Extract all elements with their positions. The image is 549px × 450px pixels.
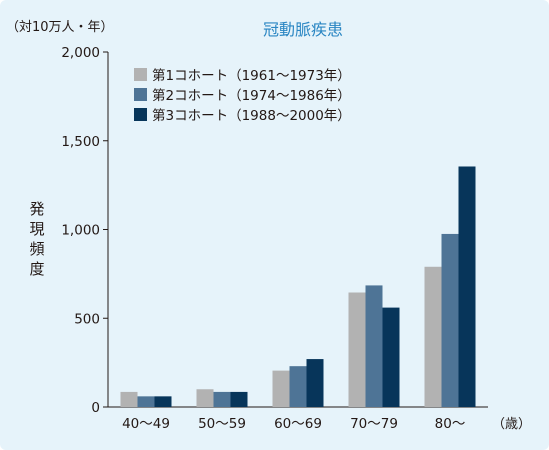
y-tick-label: 2,000 <box>61 45 100 61</box>
x-axis: 40〜49 50〜59 60〜69 70〜79 80〜 <box>108 406 488 432</box>
y-tick-label: 1,000 <box>61 223 100 239</box>
legend-swatch-2 <box>134 88 147 101</box>
x-tick-label: 60〜69 <box>274 416 322 432</box>
bar-2-1 <box>137 396 155 407</box>
bar-1-1 <box>120 391 138 407</box>
bar-3-2 <box>230 391 248 407</box>
legend-label-3: 第3コホート（1988〜2000年） <box>152 107 351 124</box>
x-axis-unit: （歳） <box>492 417 531 432</box>
bar-1-5 <box>424 266 442 407</box>
y-axis-label-char: 発 <box>29 200 44 218</box>
bar-2-4 <box>365 285 383 407</box>
y-axis-label-char: 現 <box>29 220 44 238</box>
y-tick-label: 1,500 <box>61 134 100 150</box>
bar-3-5 <box>458 166 476 407</box>
bar-2-5 <box>441 233 459 407</box>
bars <box>120 166 476 407</box>
bar-3-4 <box>382 307 400 407</box>
bar-1-2 <box>196 389 214 407</box>
y-axis-label-char: 度 <box>29 260 44 278</box>
bar-3-1 <box>154 396 172 407</box>
y-axis-unit: （対10万人・年） <box>6 20 114 35</box>
chart-title: 冠動脈疾患 <box>263 20 343 39</box>
x-tick-label: 40〜49 <box>122 416 170 432</box>
legend-swatch-3 <box>134 108 147 121</box>
x-tick-label: 80〜 <box>435 416 466 432</box>
legend-label-2: 第2コホート（1974〜1986年） <box>152 87 351 104</box>
y-axis: 0 500 1,000 1,500 2,000 <box>61 45 109 416</box>
bar-2-2 <box>213 391 231 407</box>
bar-1-4 <box>348 292 366 407</box>
y-tick-label: 500 <box>74 311 100 327</box>
legend-swatch-1 <box>134 68 147 81</box>
y-tick-label: 0 <box>91 400 100 416</box>
x-tick-label: 70〜79 <box>350 416 398 432</box>
bar-3-3 <box>306 359 324 407</box>
y-axis-label-char: 頻 <box>29 240 44 258</box>
legend-label-1: 第1コホート（1961〜1973年） <box>152 67 351 84</box>
legend: 第1コホート（1961〜1973年） 第2コホート（1974〜1986年） 第3コホ… <box>134 67 351 124</box>
x-tick-label: 50〜59 <box>198 416 246 432</box>
bar-2-3 <box>289 366 307 407</box>
bar-1-3 <box>272 370 290 407</box>
